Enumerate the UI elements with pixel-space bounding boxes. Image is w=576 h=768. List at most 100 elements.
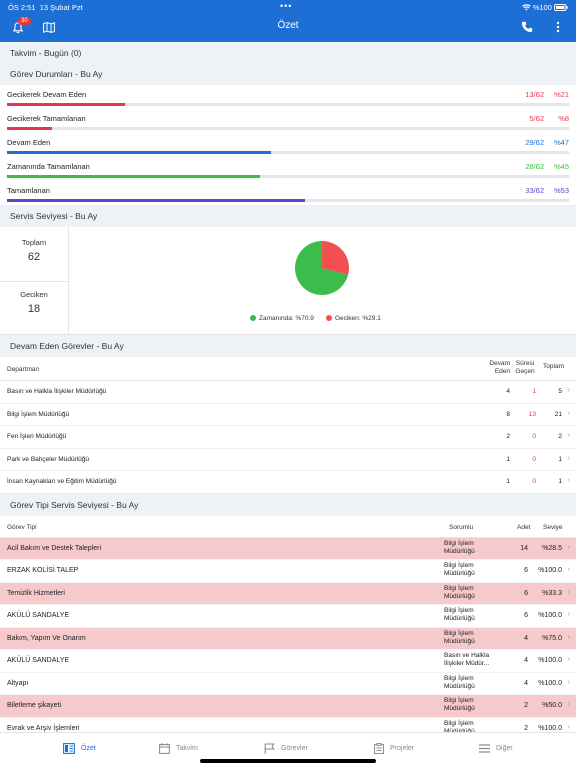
task-status-row[interactable]: Gecikerek Devam Eden 13/62 %21 bbox=[0, 85, 576, 109]
phone-icon[interactable] bbox=[521, 21, 533, 33]
responsible-department: Bilgi İşlem Müdürlüğü bbox=[444, 540, 508, 556]
responsible-line: Müdürlüğü bbox=[444, 547, 475, 555]
tab-ozet[interactable]: Özet bbox=[63, 741, 96, 755]
status-fraction: 5/62 bbox=[529, 114, 544, 123]
department-row[interactable]: Fen İşleri Müdürlüğü 2 0 2 › bbox=[0, 426, 576, 449]
task-count: 14 bbox=[520, 544, 528, 552]
task-type-row[interactable]: AKÜLÜ SANDALYE Basın ve Halkla İlişkiler M… bbox=[0, 650, 576, 673]
dashboard-content[interactable]: Takvim - Bugün (0) Görev Durumları - Bu … bbox=[0, 42, 576, 732]
task-status-row[interactable]: Tamamlanan 33/62 %53 bbox=[0, 181, 576, 205]
task-type-table-header: Görev Tipi Sorumlu Adet Seviye bbox=[0, 516, 576, 538]
department-row[interactable]: Bilgi İşlem Müdürlüğü 8 13 21 › bbox=[0, 404, 576, 426]
tab-label: Takvim bbox=[176, 744, 198, 752]
task-status-row[interactable]: Zamanında Tamamlanan 28/62 %45 bbox=[0, 157, 576, 181]
tab-gorevler[interactable]: Görevler bbox=[264, 741, 308, 755]
task-type-name: Evrak ve Arşiv İşlemleri bbox=[7, 724, 80, 732]
legend-late: Geciken: %29.1 bbox=[325, 315, 381, 322]
tab-projeler[interactable]: Projeler bbox=[374, 741, 414, 755]
tab-label: Görevler bbox=[281, 744, 308, 752]
late-value: 18 bbox=[27, 303, 41, 315]
responsible-line: Bilgi İşlem bbox=[444, 539, 474, 547]
task-type-row[interactable]: Bakım, Yapım Ve Onarım Bilgi İşlem Müdürlü… bbox=[0, 627, 576, 650]
suresi-gecen-count: 1 bbox=[532, 388, 536, 395]
responsible-line: İlişkiler Müdür... bbox=[444, 660, 490, 667]
task-type-row[interactable]: AKÜLÜ SANDALYE Bilgi İşlem Müdürlüğü 6 %100.… bbox=[0, 605, 576, 628]
col-seviye: Seviye bbox=[543, 523, 563, 531]
department-name: Fen İşleri Müdürlüğü bbox=[7, 433, 67, 440]
col-devam-eden: Devam Eden bbox=[489, 360, 510, 375]
department-row[interactable]: İnsan Kaynakları ve Eğitim Müdürlüğü 1 0 1 › bbox=[0, 471, 576, 494]
task-count: 4 bbox=[524, 679, 528, 687]
chevron-right-icon: › bbox=[567, 723, 570, 731]
department-name: Bilgi İşlem Müdürlüğü bbox=[7, 410, 70, 418]
progress-fill bbox=[7, 127, 52, 130]
multitask-dots[interactable]: ••• bbox=[280, 1, 293, 11]
clipboard-icon bbox=[374, 742, 384, 754]
suresi-gecen-count: 0 bbox=[532, 433, 536, 440]
task-type-name: AKÜLÜ SANDALYE bbox=[7, 657, 70, 664]
responsible-department: Bilgi İşlem Müdürlüğü bbox=[444, 697, 508, 713]
task-status-row[interactable]: Gecikerek Tamamlanan 5/62 %8 bbox=[0, 109, 576, 133]
task-status-row[interactable]: Devam Eden 29/62 %47 bbox=[0, 133, 576, 157]
service-level: %28.5 bbox=[542, 544, 562, 552]
task-type-row[interactable]: Biletleme şikayeti Bilgi İşlem Müdürlüğü 2%… bbox=[0, 695, 576, 718]
responsible-department: Bilgi İşlem Müdürlüğü bbox=[444, 585, 508, 601]
task-type-row[interactable]: Evrak ve Arşiv İşlemleri Bilgi İşlem Müdür… bbox=[0, 718, 576, 733]
status-percent: %21 bbox=[553, 90, 569, 99]
progress-track bbox=[7, 127, 569, 130]
department-table: Basın ve Halkla İlişkiler Müdürlüğü 4 1 5 › B… bbox=[0, 381, 576, 494]
responsible-department: Bilgi İşlem Müdürlüğü bbox=[444, 720, 508, 733]
department-name: İnsan Kaynakları ve Eğitim Müdürlüğü bbox=[7, 478, 117, 485]
service-level: %50.0 bbox=[542, 702, 562, 709]
progress-fill bbox=[7, 151, 272, 154]
section-devam-eden-gorevler: Devam Eden Görevler - Bu Ay bbox=[0, 335, 576, 357]
devam-eden-count: 1 bbox=[506, 455, 510, 463]
tab-takvim[interactable]: Takvim bbox=[159, 741, 198, 755]
responsible-line: Müdürlüğü bbox=[444, 615, 475, 622]
col-suresi-gecen: Süresi Geçen bbox=[515, 360, 535, 375]
department-table-header: Departman Devam Eden Süresi Geçen Toplam bbox=[0, 357, 576, 381]
more-options-icon[interactable] bbox=[556, 21, 560, 33]
chevron-right-icon: › bbox=[567, 701, 570, 708]
suresi-gecen-count: 0 bbox=[532, 478, 536, 485]
chevron-right-icon: › bbox=[567, 633, 570, 641]
status-label: Tamamlanan bbox=[7, 186, 50, 195]
status-fraction: 33/62 bbox=[525, 186, 544, 195]
col-sorumlu: Sorumlu bbox=[449, 523, 474, 531]
wifi-icon bbox=[521, 4, 531, 11]
task-type-row[interactable]: Acil Bakım ve Destek Talepleri Bilgi İşle… bbox=[0, 537, 576, 560]
section-takvim[interactable]: Takvim - Bugün (0) bbox=[0, 42, 576, 63]
responsible-line: Bilgi İşlem bbox=[444, 562, 474, 569]
task-type-row[interactable]: ERZAK KOLİSİ TALEP Bilgi İşlem Müdürlüğü 6%… bbox=[0, 560, 576, 583]
home-indicator[interactable] bbox=[200, 759, 376, 763]
task-type-name: Biletleme şikayeti bbox=[7, 702, 62, 709]
progress-fill bbox=[7, 103, 126, 106]
department-row[interactable]: Park ve Bahçeler Müdürlüğü 1 0 1 › bbox=[0, 449, 576, 471]
pie-legend: Zamanında: %70.9 Geciken: %29.1 bbox=[250, 315, 381, 322]
tab-label: Diğer bbox=[496, 744, 513, 752]
status-percent: %45 bbox=[553, 162, 569, 171]
service-level: %100.0 bbox=[538, 657, 562, 664]
total-value: 62 bbox=[27, 251, 41, 263]
tab-diger[interactable]: Diğer bbox=[479, 741, 513, 755]
department-name: Park ve Bahçeler Müdürlüğü bbox=[7, 455, 90, 463]
status-label: Zamanında Tamamlanan bbox=[7, 162, 90, 171]
chevron-right-icon: › bbox=[567, 588, 570, 596]
toplam-count: 2 bbox=[558, 433, 562, 440]
task-count: 4 bbox=[524, 634, 528, 642]
responsible-line: Müdürlüğü bbox=[444, 637, 475, 645]
chevron-right-icon: › bbox=[567, 566, 570, 573]
tab-label: Projeler bbox=[390, 744, 415, 752]
col-gorev-tipi: Görev Tipi bbox=[7, 523, 37, 531]
responsible-line: Bilgi İşlem bbox=[444, 584, 474, 592]
task-count: 6 bbox=[524, 589, 528, 597]
responsible-department: Basın ve Halkla İlişkiler Müdür... bbox=[444, 652, 508, 668]
pie-slice-late bbox=[322, 241, 349, 275]
responsible-line: Basın ve Halkla bbox=[444, 652, 490, 659]
devam-eden-count: 8 bbox=[506, 410, 510, 418]
task-type-row[interactable]: Altyapı Bilgi İşlem Müdürlüğü 4 %100.0 › bbox=[0, 673, 576, 695]
department-row[interactable]: Basın ve Halkla İlişkiler Müdürlüğü 4 1 5 › bbox=[0, 381, 576, 404]
map-icon[interactable] bbox=[43, 22, 55, 33]
task-type-row[interactable]: Temizlik Hizmetleri Bilgi İşlem Müdürlüğü 6… bbox=[0, 582, 576, 605]
pie-slice-on-time bbox=[295, 241, 349, 295]
